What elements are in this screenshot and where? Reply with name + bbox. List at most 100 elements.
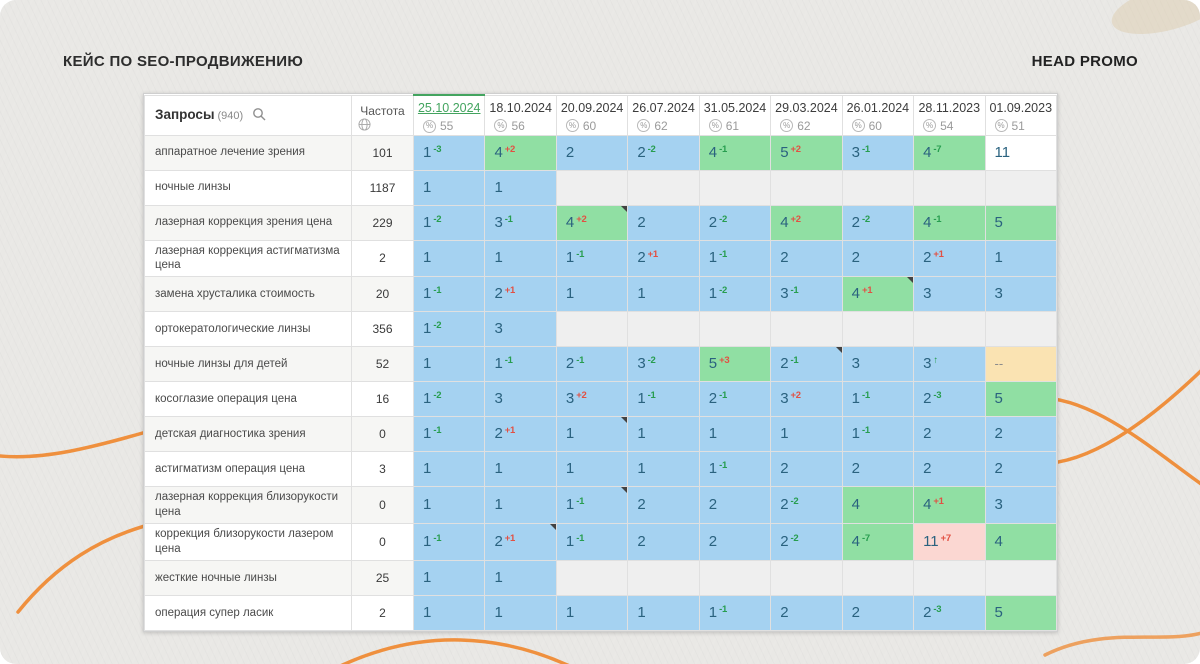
position-cell[interactable]: 2	[913, 451, 986, 488]
position-cell[interactable]	[770, 560, 843, 597]
date-column-header[interactable]: 20.09.2024% 60	[555, 94, 629, 136]
query-cell[interactable]: операция супер ласик	[144, 595, 352, 632]
position-cell[interactable]: 4	[984, 523, 1057, 562]
position-cell[interactable]: 1 -1	[412, 523, 486, 562]
position-cell[interactable]: 1	[412, 595, 486, 632]
position-cell[interactable]: 1	[484, 486, 557, 525]
check-date-link[interactable]: 25.10.2024	[417, 101, 481, 115]
position-cell[interactable]: 1	[484, 560, 557, 597]
position-cell[interactable]: 3	[484, 381, 557, 418]
position-cell[interactable]	[698, 560, 772, 597]
position-cell[interactable]: 2	[555, 134, 629, 171]
position-cell[interactable]: 2	[698, 486, 772, 525]
position-cell[interactable]: 1	[484, 451, 557, 488]
date-column-header[interactable]: 01.09.2023% 51	[984, 94, 1057, 136]
position-cell[interactable]: 1 -1	[484, 346, 557, 383]
position-cell[interactable]: 5 +3	[698, 346, 772, 383]
position-cell[interactable]	[984, 169, 1057, 206]
position-cell[interactable]: 1 -1	[412, 276, 486, 313]
position-cell[interactable]: 3 -2	[627, 346, 700, 383]
check-date-link[interactable]: 26.07.2024	[632, 100, 695, 115]
position-cell[interactable]: 1	[555, 276, 629, 313]
date-column-header[interactable]: 26.01.2024% 60	[841, 94, 915, 136]
position-cell[interactable]	[698, 169, 772, 206]
position-cell[interactable]: 1 -1	[841, 381, 915, 418]
query-cell[interactable]: жесткие ночные линзы	[144, 560, 352, 597]
position-cell[interactable]: 2	[627, 204, 700, 241]
position-cell[interactable]	[770, 311, 843, 348]
region-globe-icon[interactable]	[358, 117, 371, 131]
position-cell[interactable]	[698, 311, 772, 348]
position-cell[interactable]: 3	[984, 276, 1057, 313]
position-cell[interactable]: 1	[698, 416, 772, 453]
position-cell[interactable]	[984, 560, 1057, 597]
position-cell[interactable]: 1 -1	[555, 239, 629, 278]
position-cell[interactable]: 2 +1	[627, 239, 700, 278]
position-cell[interactable]: 4 -7	[913, 134, 986, 171]
position-cell[interactable]: 1	[984, 239, 1057, 278]
position-cell[interactable]: 2	[770, 595, 843, 632]
position-cell[interactable]: 1	[484, 239, 557, 278]
query-cell[interactable]: лазерная коррекция близорукости цена	[144, 486, 352, 525]
position-cell[interactable]	[913, 169, 986, 206]
position-cell[interactable]: 4 -1	[698, 134, 772, 171]
check-date-link[interactable]: 29.03.2024	[775, 100, 838, 115]
position-cell[interactable]: 1 -3	[412, 134, 486, 171]
position-cell[interactable]: 1 -1	[555, 486, 629, 525]
position-cell[interactable]	[555, 560, 629, 597]
position-cell[interactable]: 1 -1	[698, 239, 772, 278]
position-cell[interactable]: 4 -1	[913, 204, 986, 241]
position-cell[interactable]: 1 -2	[412, 381, 486, 418]
position-cell[interactable]: 11 +7	[913, 523, 986, 562]
position-cell[interactable]	[913, 560, 986, 597]
position-cell[interactable]: 2	[770, 239, 843, 278]
position-cell[interactable]: 2	[984, 416, 1057, 453]
position-cell[interactable]: 3 -1	[770, 276, 843, 313]
position-cell[interactable]: 4 -7	[841, 523, 915, 562]
query-cell[interactable]: астигматизм операция цена	[144, 451, 352, 488]
position-cell[interactable]: 3 -1	[484, 204, 557, 241]
position-cell[interactable]: 3 +2	[770, 381, 843, 418]
position-cell[interactable]: 1 -1	[841, 416, 915, 453]
date-column-header[interactable]: 31.05.2024% 61	[698, 94, 772, 136]
position-cell[interactable]	[627, 169, 700, 206]
position-cell[interactable]: 2 -1	[698, 381, 772, 418]
check-date-link[interactable]: 26.01.2024	[846, 100, 910, 115]
position-cell[interactable]: 4 +2	[484, 134, 557, 171]
position-cell[interactable]: 1	[412, 239, 486, 278]
position-cell[interactable]: 2	[841, 451, 915, 488]
position-cell[interactable]: 2	[913, 416, 986, 453]
query-cell[interactable]: ночные линзы для детей	[144, 346, 352, 383]
position-cell[interactable]: 4 +1	[841, 276, 915, 313]
position-cell[interactable]: 1	[627, 595, 700, 632]
position-cell[interactable]: --	[984, 346, 1057, 383]
position-cell[interactable]: 5	[984, 381, 1057, 418]
position-cell[interactable]	[841, 311, 915, 348]
position-cell[interactable]: 1	[412, 486, 486, 525]
position-cell[interactable]: 2	[770, 451, 843, 488]
query-cell[interactable]: ночные линзы	[144, 169, 352, 206]
position-cell[interactable]	[555, 311, 629, 348]
position-cell[interactable]: 1 -2	[698, 276, 772, 313]
position-cell[interactable]	[627, 560, 700, 597]
position-cell[interactable]: 2 -2	[841, 204, 915, 241]
position-cell[interactable]: 2 -3	[913, 381, 986, 418]
position-cell[interactable]: 2 -1	[770, 346, 843, 383]
position-cell[interactable]: 2	[841, 239, 915, 278]
position-cell[interactable]: 4	[841, 486, 915, 525]
position-cell[interactable]: 2 +1	[484, 276, 557, 313]
query-cell[interactable]: аппаратное лечение зрения	[144, 134, 352, 171]
query-cell[interactable]: замена хрусталика стоимость	[144, 276, 352, 313]
date-column-header[interactable]: 25.10.2024% 55	[412, 94, 486, 136]
position-cell[interactable]: 1	[412, 560, 486, 597]
position-cell[interactable]: 1	[555, 416, 629, 453]
position-cell[interactable]: 1 -1	[412, 416, 486, 453]
position-cell[interactable]: 1	[412, 346, 486, 383]
position-cell[interactable]: 1	[627, 416, 700, 453]
position-cell[interactable]: 1 -1	[698, 451, 772, 488]
position-cell[interactable]: 2 -2	[770, 523, 843, 562]
position-cell[interactable]: 1	[484, 169, 557, 206]
query-cell[interactable]: косоглазие операция цена	[144, 381, 352, 418]
position-cell[interactable]	[984, 311, 1057, 348]
position-cell[interactable]: 2 +1	[484, 523, 557, 562]
